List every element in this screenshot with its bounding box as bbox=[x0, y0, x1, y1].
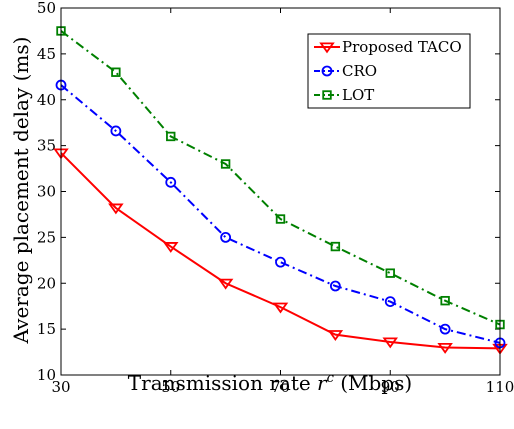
data-point bbox=[108, 203, 124, 215]
data-point bbox=[437, 342, 453, 354]
x-axis-label-symbol: r bbox=[317, 371, 328, 395]
legend-marker bbox=[321, 65, 333, 77]
data-point bbox=[165, 176, 177, 188]
y-tick-label: 20 bbox=[37, 274, 56, 292]
series-square bbox=[56, 26, 505, 330]
y-tick-label: 15 bbox=[37, 320, 56, 338]
data-point bbox=[272, 302, 289, 314]
series-line bbox=[60, 30, 501, 326]
data-point bbox=[440, 295, 450, 306]
x-axis-label-superscript: c bbox=[327, 371, 335, 386]
x-tick-label: 70 bbox=[271, 378, 290, 396]
data-point bbox=[330, 241, 341, 252]
series-circle bbox=[55, 79, 506, 349]
data-point bbox=[327, 330, 344, 341]
data-point bbox=[275, 214, 286, 224]
x-tick-label: 30 bbox=[51, 378, 70, 396]
y-tick-label: 30 bbox=[37, 183, 56, 201]
data-point bbox=[384, 296, 396, 308]
x-tick-label: 90 bbox=[381, 378, 400, 396]
data-point bbox=[217, 278, 234, 290]
data-point bbox=[166, 131, 176, 142]
data-point bbox=[329, 280, 341, 292]
y-axis-ticks: 10 15 20 25 30 35 40 45 50 bbox=[37, 0, 500, 384]
y-tick-label: 35 bbox=[37, 137, 56, 155]
legend-marker bbox=[322, 90, 332, 100]
legend-marker bbox=[319, 42, 335, 54]
y-tick-label: 50 bbox=[37, 0, 56, 17]
data-point bbox=[439, 323, 451, 335]
x-tick-label: 110 bbox=[486, 378, 514, 396]
series-line bbox=[60, 152, 501, 350]
x-axis-ticks: 30 50 70 90 110 bbox=[51, 8, 514, 396]
legend-label: Proposed TACO bbox=[342, 38, 462, 56]
data-point bbox=[111, 67, 121, 77]
y-tick-label: 25 bbox=[37, 228, 56, 246]
data-point bbox=[275, 256, 286, 268]
x-tick-label: 50 bbox=[161, 378, 180, 396]
data-point bbox=[382, 337, 398, 349]
y-tick-label: 45 bbox=[37, 45, 56, 63]
x-axis-label-text: Transmission rate bbox=[128, 371, 311, 395]
series-line bbox=[60, 84, 501, 344]
y-tick-label: 40 bbox=[37, 91, 56, 109]
legend-label: LOT bbox=[342, 86, 374, 104]
y-tick-label: 10 bbox=[37, 366, 56, 384]
x-axis-label-unit: (Mbps) bbox=[340, 371, 412, 395]
y-axis-label: Average placement delay (ms) bbox=[9, 37, 33, 345]
data-point bbox=[163, 242, 179, 253]
series-triangle-down bbox=[53, 148, 508, 355]
data-point bbox=[385, 268, 395, 278]
legend: Proposed TACO CRO LOT bbox=[307, 33, 471, 109]
data-point bbox=[110, 125, 122, 137]
series-layer bbox=[53, 26, 508, 355]
data-point bbox=[220, 231, 232, 243]
plot-frame bbox=[60, 7, 501, 376]
x-axis-label: Transmission rate rc (Mbps) bbox=[128, 371, 412, 395]
data-point bbox=[220, 159, 231, 169]
legend-label: CRO bbox=[342, 62, 377, 80]
